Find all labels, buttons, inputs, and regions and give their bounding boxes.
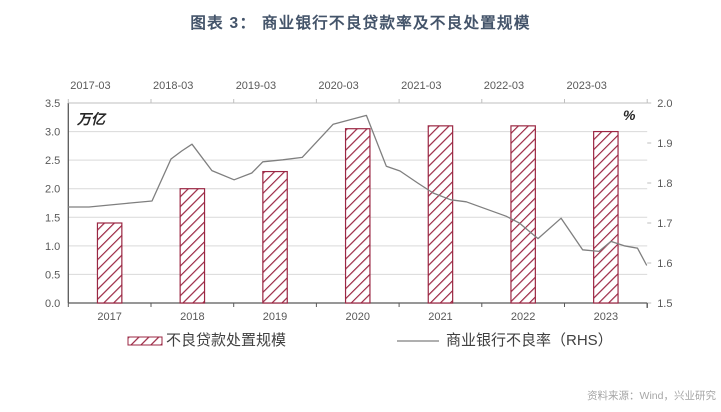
svg-text:2017-03: 2017-03 bbox=[70, 80, 110, 92]
svg-text:1.0: 1.0 bbox=[45, 241, 60, 253]
svg-text:1.5: 1.5 bbox=[45, 212, 60, 224]
svg-text:商业银行不良率（RHS）: 商业银行不良率（RHS） bbox=[446, 332, 613, 349]
svg-text:2.0: 2.0 bbox=[657, 98, 672, 110]
svg-text:2019: 2019 bbox=[263, 311, 287, 323]
svg-text:2.0: 2.0 bbox=[45, 184, 60, 196]
svg-text:2017: 2017 bbox=[97, 311, 121, 323]
svg-text:万亿: 万亿 bbox=[76, 111, 107, 127]
svg-text:2018-03: 2018-03 bbox=[153, 80, 193, 92]
svg-text:不良贷款处置规模: 不良贷款处置规模 bbox=[166, 332, 286, 349]
svg-text:2020: 2020 bbox=[346, 311, 370, 323]
svg-text:3.0: 3.0 bbox=[45, 127, 60, 139]
svg-text:资料来源：Wind，兴业研究: 资料来源：Wind，兴业研究 bbox=[587, 389, 716, 402]
svg-text:2020-03: 2020-03 bbox=[318, 80, 358, 92]
svg-text:1.5: 1.5 bbox=[657, 298, 672, 310]
svg-text:%: % bbox=[623, 107, 636, 123]
svg-text:2022: 2022 bbox=[511, 311, 535, 323]
svg-text:0.0: 0.0 bbox=[45, 298, 60, 310]
svg-text:1.6: 1.6 bbox=[657, 258, 672, 270]
svg-text:2021-03: 2021-03 bbox=[401, 80, 441, 92]
svg-text:1.9: 1.9 bbox=[657, 138, 672, 150]
svg-text:2.5: 2.5 bbox=[45, 155, 60, 167]
svg-text:2023: 2023 bbox=[594, 311, 618, 323]
svg-text:1.8: 1.8 bbox=[657, 178, 672, 190]
svg-text:2019-03: 2019-03 bbox=[236, 80, 276, 92]
svg-text:2018: 2018 bbox=[180, 311, 204, 323]
svg-text:3.5: 3.5 bbox=[45, 98, 60, 110]
svg-text:2023-03: 2023-03 bbox=[567, 80, 607, 92]
svg-text:2022-03: 2022-03 bbox=[484, 80, 524, 92]
svg-text:0.5: 0.5 bbox=[45, 269, 60, 281]
svg-text:1.7: 1.7 bbox=[657, 218, 672, 230]
svg-text:2021: 2021 bbox=[428, 311, 452, 323]
